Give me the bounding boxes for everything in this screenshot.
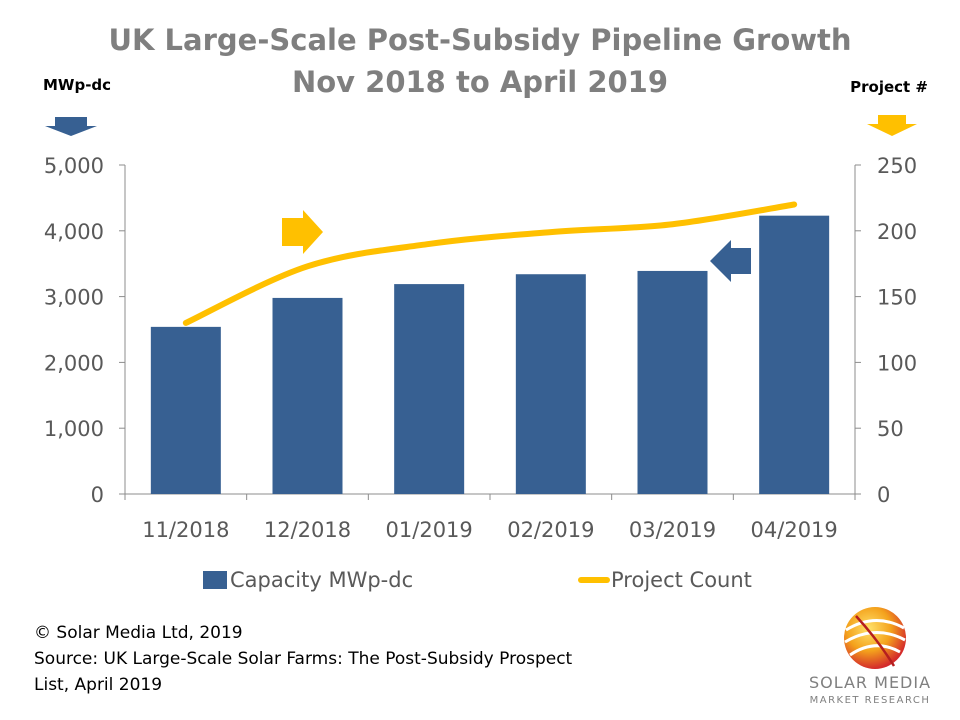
x-tick-label: 01/2019 (386, 518, 473, 542)
tick-labels: 0 0 1,000 50 2,000 100 3,000 150 4,000 200 5,000 25… (44, 154, 917, 542)
line-point (550, 231, 552, 233)
axes (119, 164, 861, 500)
line-point (428, 243, 430, 245)
source-text-line-2: List, April 2019 (34, 675, 163, 695)
left-tick-label: 5,000 (44, 154, 104, 178)
legend-label-capacity: Capacity MWp-dc (230, 568, 413, 592)
left-tick-label: 1,000 (44, 417, 104, 441)
chart-subtitle: Nov 2018 to April 2019 (292, 65, 668, 99)
source-text-line-1: Source: UK Large-Scale Solar Farms: The … (34, 649, 573, 669)
line-series (182, 201, 798, 326)
solar-media-logo: SOLAR MEDIA MARKET RESEARCH (790, 600, 950, 712)
right-tick-label: 250 (877, 154, 917, 178)
left-tick-label: 2,000 (44, 351, 104, 375)
legend-label-project-count: Project Count (611, 568, 752, 592)
left-tick-label: 4,000 (44, 220, 104, 244)
bar-series-pointer-arrow-icon (710, 240, 751, 282)
right-axis-label: Project # (850, 78, 928, 96)
bar (515, 274, 586, 494)
logo-subtitle: MARKET RESEARCH (809, 695, 931, 706)
bar (272, 297, 343, 494)
line-point (185, 322, 187, 324)
x-tick-label: 02/2019 (507, 518, 594, 542)
chart-title: UK Large-Scale Post-Subsidy Pipeline Gro… (108, 23, 851, 57)
right-tick-label: 200 (877, 220, 917, 244)
x-tick-label: 04/2019 (751, 518, 838, 542)
line-point (672, 223, 673, 225)
legend: Capacity MWp-dc Project Count (203, 568, 752, 592)
bar (637, 270, 708, 494)
x-tick-label: 12/2018 (264, 518, 351, 542)
bars (150, 215, 830, 494)
logo-name: SOLAR MEDIA (808, 673, 932, 692)
left-axis-arrow-icon (45, 117, 97, 136)
left-tick-label: 0 (91, 483, 104, 507)
line-series-pointer-arrow-icon (282, 210, 323, 254)
bar (759, 215, 830, 494)
right-tick-label: 150 (877, 286, 917, 310)
footer: © Solar Media Ltd, 2019 Source: UK Large… (34, 620, 572, 698)
line-series-path (182, 201, 798, 326)
line-point (793, 203, 795, 205)
x-tick-label: 03/2019 (629, 518, 716, 542)
right-tick-label: 100 (877, 351, 917, 375)
right-tick-label: 0 (877, 483, 890, 507)
line-point (307, 265, 308, 267)
bar (150, 326, 221, 494)
right-tick-label: 50 (877, 417, 904, 441)
bar (394, 284, 465, 494)
left-tick-label: 3,000 (44, 286, 104, 310)
left-axis-label: MWp-dc (43, 76, 111, 94)
sphere-logo-icon (844, 607, 906, 669)
right-axis-arrow-icon (867, 115, 917, 136)
copyright-text: © Solar Media Ltd, 2019 (34, 623, 243, 643)
legend-swatch-bar (203, 571, 227, 589)
x-tick-label: 11/2018 (142, 518, 229, 542)
